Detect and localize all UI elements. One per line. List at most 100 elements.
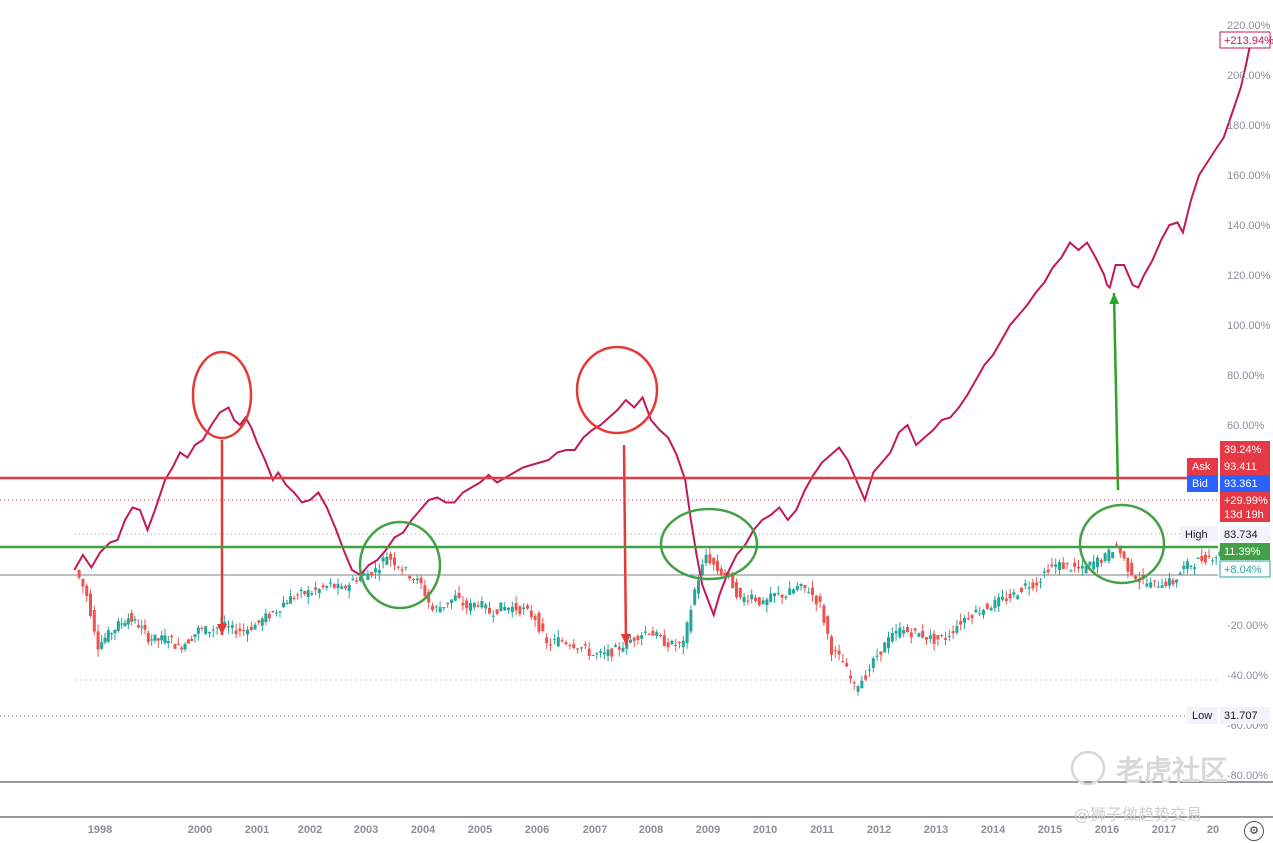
candle-body xyxy=(765,599,769,606)
watermark: 老虎社区 @狮子做趋势交易 xyxy=(1070,750,1228,824)
candle-body xyxy=(731,572,735,589)
candle-body xyxy=(393,557,396,566)
price-tag-pct xyxy=(1220,441,1270,458)
x-tick-label: 2002 xyxy=(298,824,322,836)
candle-body xyxy=(599,651,603,653)
candle-body xyxy=(1039,581,1042,583)
percent-change-line xyxy=(73,39,1253,619)
up-arrow xyxy=(1112,292,1120,491)
candle-body xyxy=(1016,595,1020,600)
candle-body xyxy=(336,584,340,588)
candle-body xyxy=(754,597,757,601)
candle-body xyxy=(446,602,450,605)
candle-body xyxy=(442,607,446,609)
candle-body xyxy=(204,626,208,635)
candle-body xyxy=(647,633,651,635)
candle-body xyxy=(944,638,947,640)
y-tick-label: -80.00% xyxy=(1227,770,1268,782)
candle-body xyxy=(1020,587,1023,593)
candle-body xyxy=(120,623,124,625)
up-arrow-head xyxy=(1109,293,1120,305)
candle-body xyxy=(153,634,157,641)
candle-body xyxy=(1023,583,1027,586)
x-tick-label: 2016 xyxy=(1095,824,1119,836)
x-tick-label: 2007 xyxy=(583,824,607,836)
candle-body xyxy=(1207,555,1211,557)
candle-body xyxy=(465,600,469,609)
candle-body xyxy=(1200,555,1204,561)
candle-body xyxy=(143,624,147,630)
y-axis[interactable]: 220.00% 200.00% 180.00% 160.00% 140.00% 120.0… xyxy=(1227,20,1271,782)
candle-body xyxy=(100,642,104,649)
candle-body xyxy=(700,564,704,576)
candle-body xyxy=(1122,551,1126,559)
candle-body xyxy=(113,629,117,634)
green-circle-annotation xyxy=(358,520,442,610)
candle-body xyxy=(595,653,599,655)
price-tag-value: 93.411 xyxy=(1224,461,1257,473)
candle-body xyxy=(883,642,887,653)
candle-body xyxy=(170,635,174,638)
y-tick-label: 200.00% xyxy=(1227,70,1271,82)
candle-body xyxy=(776,592,780,594)
candle-body xyxy=(347,584,351,592)
candle-body xyxy=(186,639,190,644)
x-tick-label: 2008 xyxy=(639,824,663,836)
candle-body xyxy=(852,682,856,684)
candle-body xyxy=(640,635,644,639)
candle-body xyxy=(560,640,564,642)
candle-body xyxy=(253,624,257,630)
candle-body xyxy=(697,580,700,594)
candle-body xyxy=(453,595,457,601)
candle-body xyxy=(1008,593,1012,599)
price-tag-value: +213.94% xyxy=(1224,35,1273,47)
candle-body xyxy=(1160,585,1164,589)
candle-body xyxy=(757,597,761,606)
candle-body xyxy=(110,633,114,635)
candle-body xyxy=(947,635,951,637)
horizontal-levels[interactable] xyxy=(0,476,1218,549)
candle-body xyxy=(670,640,674,645)
candle-body xyxy=(1050,564,1054,567)
candle-body xyxy=(507,607,510,610)
candle-body xyxy=(81,578,85,587)
candle-body xyxy=(556,637,560,647)
candle-body xyxy=(476,605,480,607)
candle-body xyxy=(374,568,377,573)
candle-body xyxy=(285,602,289,605)
candle-body xyxy=(215,627,219,629)
gear-icon[interactable]: ⚙ xyxy=(1244,821,1264,841)
price-tag-label: High xyxy=(1185,529,1208,541)
price-tag-low xyxy=(1220,707,1270,724)
y-tick-label: 100.00% xyxy=(1227,320,1271,332)
candle-body xyxy=(841,661,845,663)
candle-body xyxy=(314,587,318,590)
candle-body xyxy=(693,589,697,605)
candle-body xyxy=(997,597,1001,607)
candle-body xyxy=(1178,573,1182,576)
candle-body xyxy=(951,631,955,634)
candle-body xyxy=(1156,586,1160,588)
candle-body xyxy=(126,618,130,625)
x-axis[interactable]: 1998 2000 2001 2002 2003 2004 2005 2006 2007 2008… xyxy=(0,781,1273,836)
candle-body xyxy=(249,626,253,631)
x-tick-label: 2017 xyxy=(1152,824,1176,836)
price-tags: +213.94% 39.24% 93.411 Ask 93.361 Bid +29.99% 1… xyxy=(1180,31,1273,724)
candle-body xyxy=(106,630,110,642)
candlestick-series xyxy=(77,541,1243,696)
candle-body xyxy=(1107,549,1111,561)
candle-body xyxy=(541,623,545,631)
candle-body xyxy=(602,652,606,655)
candle-body xyxy=(282,602,285,608)
candle-body xyxy=(130,612,134,622)
candle-body xyxy=(727,572,731,574)
candle-body xyxy=(488,607,491,614)
candle-body xyxy=(306,590,310,597)
candle-body xyxy=(830,636,833,655)
candle-body xyxy=(845,662,849,667)
candle-body xyxy=(868,669,871,671)
candle-body xyxy=(450,599,453,604)
candle-body xyxy=(982,609,985,615)
candle-body xyxy=(723,572,727,576)
